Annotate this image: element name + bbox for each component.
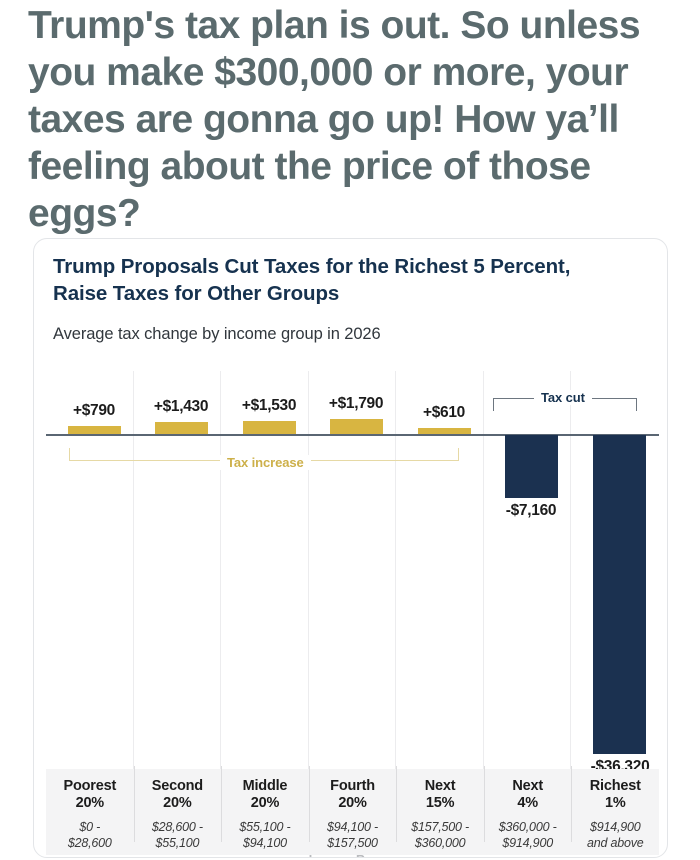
plot-area: +$790 +$1,430 +$1,530 +$1,790 +$610 -$7,… [34,239,667,857]
x-axis-caption: Income Range [34,853,667,857]
group-range-line2: $157,500 [327,836,378,850]
group-name-line1: Second [151,778,203,794]
bar-fourth-20[interactable] [330,419,383,434]
group-range-line1: $360,000 - [498,820,557,834]
tax-cut-annotation: Tax cut [493,390,637,424]
group-range: $157,500 - $360,000 [396,819,484,851]
group-range-line1: $157,500 - [411,820,469,834]
bar-richest-1[interactable] [593,435,646,754]
bar-middle-20[interactable] [243,421,296,434]
bar-poorest-20[interactable] [68,426,121,434]
group-name-line2: 4% [517,795,538,811]
bar-next-4[interactable] [505,435,558,498]
bracket-tick-left [69,448,71,461]
group-range: $360,000 - $914,900 [484,819,572,851]
group-name: Next 15% [396,778,484,812]
gridline [395,371,396,769]
group-range: $914,900 and above [571,819,659,851]
chart-title: Trump Proposals Cut Taxes for the Riches… [53,255,571,305]
group-range: $55,100 - $94,100 [221,819,309,851]
group-name-line1: Middle [242,778,288,794]
group-name-line2: 1% [604,795,626,811]
bar-next-15[interactable] [418,428,471,434]
post-caption: Trump's tax plan is out. So unless you m… [28,4,641,235]
table-cell-richest-1[interactable]: Richest 1% $914,900 and above [571,766,659,855]
group-name: Middle 20% [221,778,309,812]
chart-subtitle: Average tax change by income group in 20… [53,325,381,343]
group-range-line2: $55,100 [155,836,200,850]
group-range-line2: $914,900 [502,836,553,850]
group-range-line2: $28,600 [67,836,112,850]
group-range-line1: $94,100 - [327,820,379,834]
gridline [570,371,571,769]
group-range-line1: $55,100 - [239,820,291,834]
chart-card: Trump Proposals Cut Taxes for the Riches… [33,238,668,858]
value-label-middle-20: +$1,530 [241,397,297,414]
table-cell-middle-20[interactable]: Middle 20% $55,100 - $94,100 [221,766,309,855]
group-range: $28,600 - $55,100 [134,819,222,851]
value-label-second-20: +$1,430 [153,398,209,415]
group-range-line1: $28,600 - [151,820,203,834]
bar-second-20[interactable] [155,422,208,434]
income-group-table: Poorest 20% $0 - $28,600 Second 20% $28,… [46,766,659,855]
tax-increase-annotation: Tax increase [69,446,459,470]
group-name-line2: 20% [250,795,280,811]
value-label-next-4: -$7,160 [505,502,557,519]
group-name: Richest 1% [571,778,659,812]
group-name-line2: 15% [425,795,455,811]
group-name-line1: Fourth [330,778,375,794]
group-name: Second 20% [134,778,222,812]
group-range-line1: $914,900 [589,820,641,834]
bracket-tick-left [493,398,495,411]
group-name-line1: Richest [589,778,641,794]
group-range: $94,100 - $157,500 [309,819,397,851]
group-name: Poorest 20% [46,778,134,812]
value-label-poorest-20: +$790 [72,402,116,419]
zero-baseline [46,434,659,436]
table-cell-second-20[interactable]: Second 20% $28,600 - $55,100 [133,766,222,855]
group-range-line2: $360,000 [414,836,466,850]
table-cell-next-4[interactable]: Next 4% $360,000 - $914,900 [483,766,572,855]
gridline [483,371,484,769]
group-name: Next 4% [484,778,572,812]
gridline [133,371,134,769]
group-name-line1: Next [424,778,456,794]
value-label-fourth-20: +$1,790 [328,395,384,412]
group-name-line2: 20% [163,795,192,811]
tax-increase-label: Tax increase [220,455,311,470]
group-range-line2: and above [586,836,644,850]
group-range-line2: $94,100 [243,836,287,850]
tax-cut-label: Tax cut [534,390,592,405]
group-name-line1: Poorest [63,778,117,794]
group-name: Fourth 20% [309,778,397,812]
gridline [220,371,221,769]
bracket-tick-right [635,398,637,411]
table-cell-fourth-20[interactable]: Fourth 20% $94,100 - $157,500 [308,766,397,855]
table-cell-next-15[interactable]: Next 15% $157,500 - $360,000 [396,766,484,855]
group-range: $0 - $28,600 [46,819,134,851]
table-cell-poorest-20[interactable]: Poorest 20% $0 - $28,600 [46,769,134,855]
group-name-line2: 20% [338,795,367,811]
bracket-tick-right [457,448,459,461]
group-name-line2: 20% [75,795,105,811]
group-name-line1: Next [512,778,543,794]
value-label-next-15: +$610 [422,404,466,421]
group-range-line1: $0 - [79,820,101,834]
gridline [308,371,309,769]
